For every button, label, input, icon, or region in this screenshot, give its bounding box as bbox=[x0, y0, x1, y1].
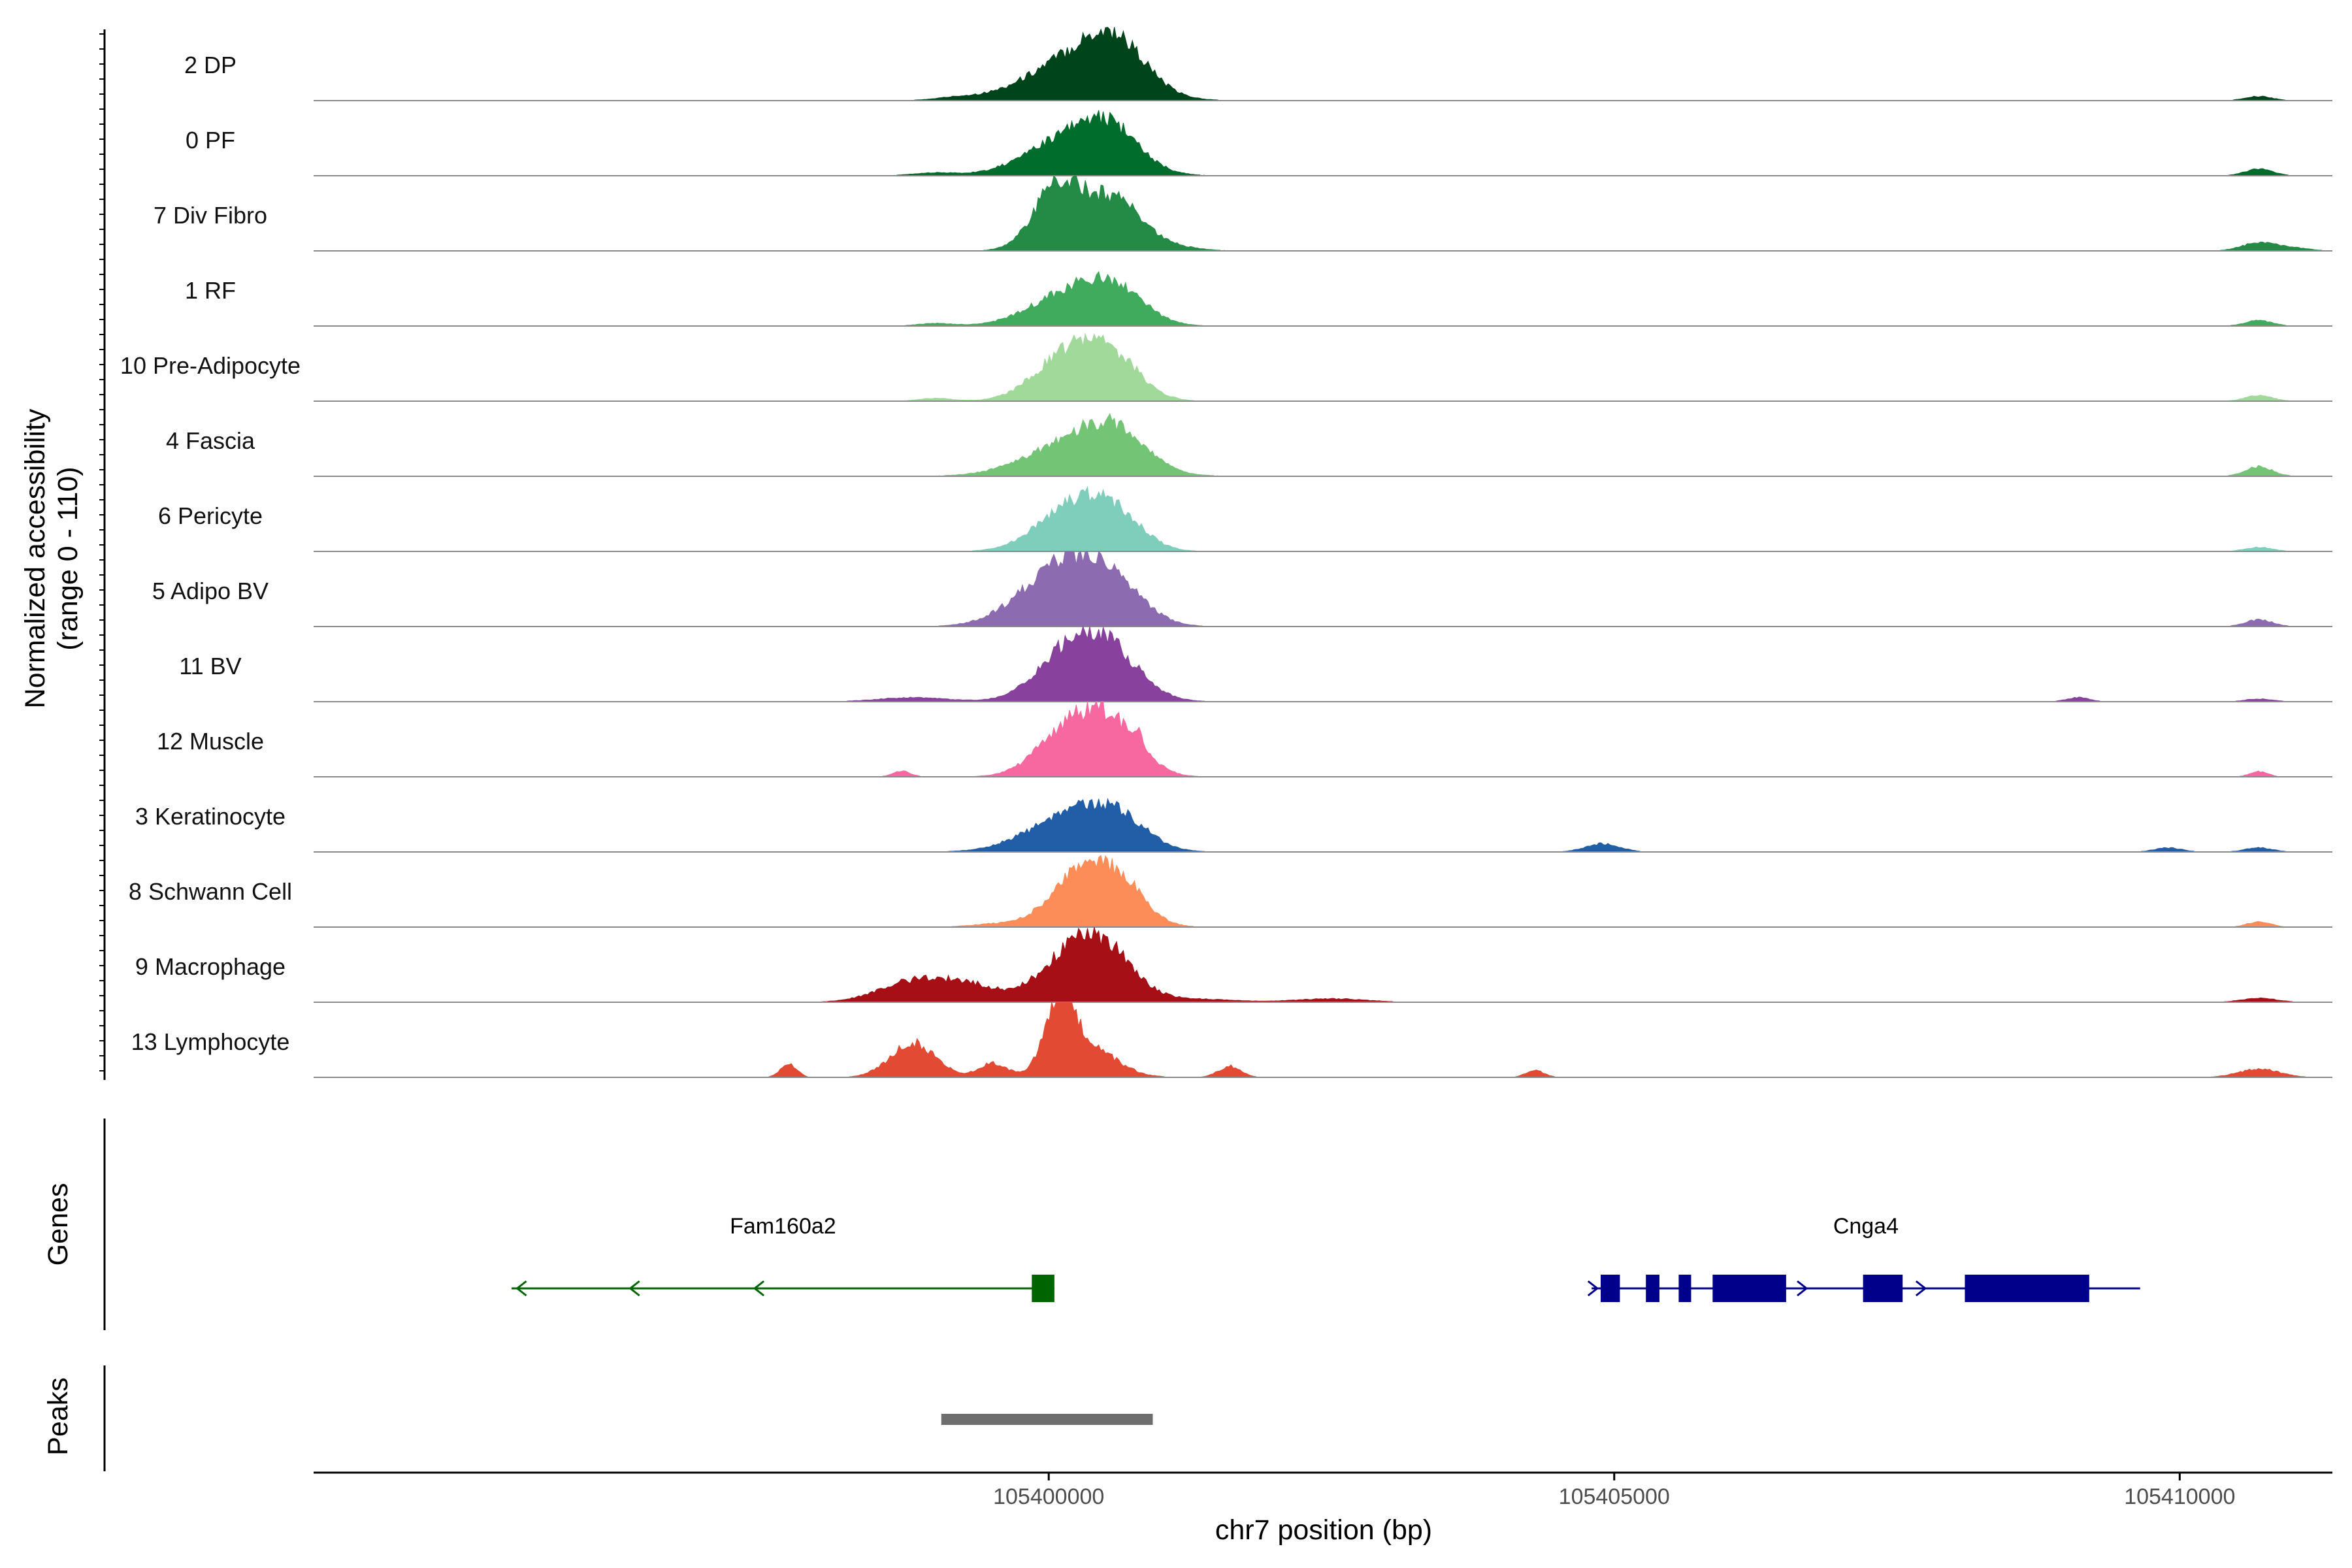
track-4: 10 Pre-Adipocyte bbox=[120, 333, 2332, 402]
track-3: 1 RF bbox=[185, 270, 2332, 327]
gene-exon bbox=[1032, 1275, 1054, 1302]
coverage-area-1 bbox=[314, 110, 2332, 176]
x-axis-title: chr7 position (bp) bbox=[1215, 1514, 1432, 1546]
coverage-area-12 bbox=[314, 926, 2332, 1003]
coverage-area-13 bbox=[314, 1002, 2332, 1078]
track-label: 4 Fascia bbox=[166, 427, 255, 454]
coverage-y-axis bbox=[99, 29, 106, 1080]
gene-name-label: Fam160a2 bbox=[730, 1214, 836, 1239]
y-axis-title-line1: Normalized accessibility bbox=[20, 408, 51, 708]
x-axis-ticks: 105400000 105405000 105410000 bbox=[993, 1473, 2235, 1509]
track-label: 11 BV bbox=[179, 653, 241, 679]
track-6: 6 Pericyte bbox=[158, 485, 2332, 552]
track-2: 7 Div Fibro bbox=[154, 175, 2332, 252]
gene-Fam160a2: Fam160a2 bbox=[511, 1214, 1054, 1302]
gene-exon bbox=[1646, 1275, 1659, 1302]
strand-arrow bbox=[753, 1280, 765, 1297]
track-11: 8 Schwann Cell bbox=[129, 855, 2332, 928]
genes-panel-title: Genes bbox=[42, 1183, 74, 1266]
coverage-area-2 bbox=[314, 175, 2332, 252]
gene-exon bbox=[1600, 1275, 1620, 1302]
track-label: 2 DP bbox=[184, 52, 237, 78]
track-label: 5 Adipo BV bbox=[152, 578, 269, 604]
peak-region-bar bbox=[941, 1414, 1153, 1425]
coverage-tracks: 2 DP 0 PF 7 Div Fibro 1 RF 10 Pre-Adipocyte 4… bbox=[120, 27, 2332, 1078]
coverage-area-5 bbox=[314, 413, 2332, 477]
track-10: 3 Keratinocyte bbox=[135, 798, 2332, 853]
gene-annotations: Fam160a2 Cnga4 bbox=[511, 1214, 2140, 1302]
coverage-area-8 bbox=[314, 625, 2332, 702]
track-label: 3 Keratinocyte bbox=[135, 803, 286, 830]
peaks-panel-title: Peaks bbox=[42, 1377, 74, 1456]
track-label: 0 PF bbox=[186, 127, 235, 154]
track-5: 4 Fascia bbox=[166, 413, 2332, 477]
gene-exon bbox=[1965, 1275, 2089, 1302]
track-13: 13 Lymphocyte bbox=[131, 1002, 2332, 1078]
track-label: 10 Pre-Adipocyte bbox=[120, 352, 301, 379]
track-label: 1 RF bbox=[185, 277, 236, 304]
strand-arrow bbox=[629, 1280, 640, 1297]
coverage-area-3 bbox=[314, 270, 2332, 327]
coverage-area-9 bbox=[314, 700, 2332, 777]
track-label: 6 Pericyte bbox=[158, 502, 263, 529]
gene-Cnga4: Cnga4 bbox=[1587, 1214, 2140, 1302]
strand-arrow bbox=[1587, 1280, 1599, 1297]
track-label: 13 Lymphocyte bbox=[131, 1028, 290, 1055]
x-tick-label: 105410000 bbox=[2124, 1484, 2235, 1509]
track-0: 2 DP bbox=[184, 27, 2332, 101]
track-7: 5 Adipo BV bbox=[152, 550, 2332, 627]
coverage-area-6 bbox=[314, 485, 2332, 552]
track-label: 9 Macrophage bbox=[135, 953, 286, 980]
track-label: 8 Schwann Cell bbox=[129, 878, 292, 905]
track-9: 12 Muscle bbox=[157, 700, 2332, 777]
strand-arrow bbox=[1797, 1280, 1808, 1297]
track-label: 12 Muscle bbox=[157, 728, 264, 755]
track-label: 7 Div Fibro bbox=[154, 202, 267, 229]
coverage-area-4 bbox=[314, 333, 2332, 402]
track-12: 9 Macrophage bbox=[135, 926, 2332, 1003]
x-tick-label: 105400000 bbox=[993, 1484, 1104, 1509]
gene-exon bbox=[1678, 1275, 1691, 1302]
gene-exon bbox=[1712, 1275, 1786, 1302]
gene-exon bbox=[1863, 1275, 1903, 1302]
strand-arrow bbox=[1915, 1280, 1927, 1297]
coverage-area-10 bbox=[314, 798, 2332, 853]
y-axis-title-line2: (range 0 - 110) bbox=[52, 466, 84, 650]
strand-arrow bbox=[515, 1280, 527, 1297]
gene-name-label: Cnga4 bbox=[1833, 1214, 1899, 1239]
coverage-area-7 bbox=[314, 550, 2332, 627]
x-tick-label: 105405000 bbox=[1559, 1484, 1670, 1509]
coverage-area-11 bbox=[314, 855, 2332, 928]
track-8: 11 BV bbox=[179, 625, 2332, 702]
track-1: 0 PF bbox=[186, 110, 2332, 176]
peak-regions bbox=[941, 1414, 1153, 1425]
coverage-area-0 bbox=[314, 27, 2332, 101]
